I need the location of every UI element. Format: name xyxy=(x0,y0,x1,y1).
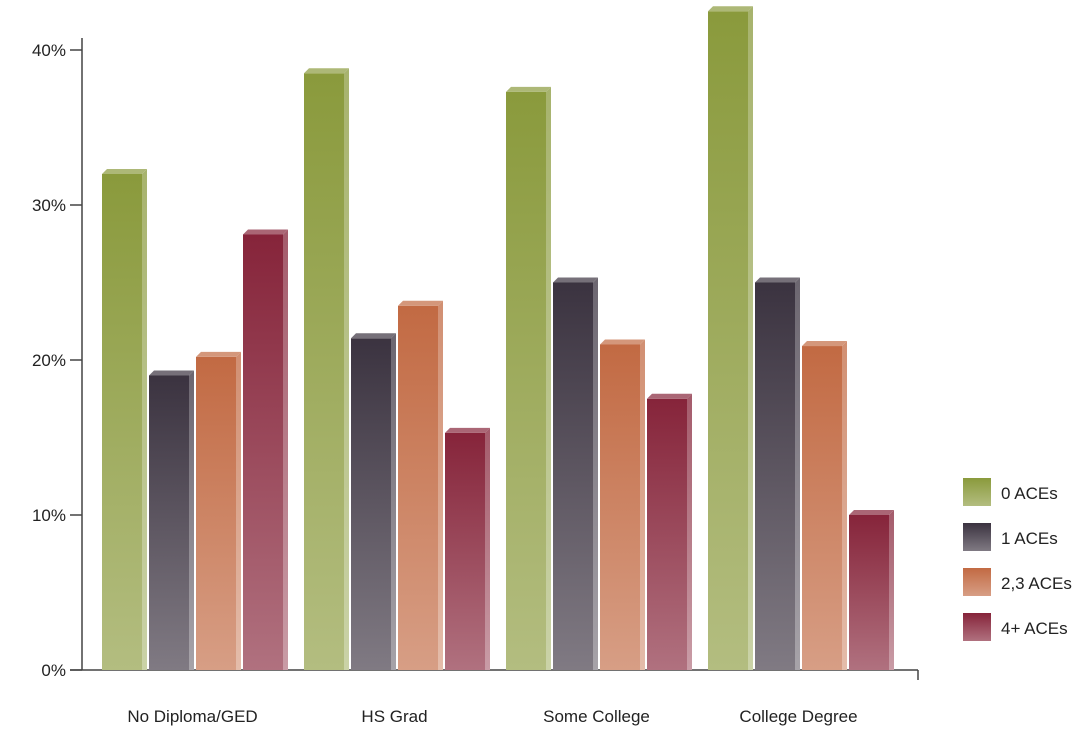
bar-0-aces xyxy=(708,6,753,670)
bar-side xyxy=(640,339,645,670)
bar-face xyxy=(149,375,189,670)
bar-top xyxy=(849,510,894,515)
bar-face xyxy=(600,344,640,670)
bar-side xyxy=(283,229,288,670)
bar-2-3-aces xyxy=(600,339,645,670)
bar-2-3-aces xyxy=(196,351,241,670)
bar-face xyxy=(849,515,889,670)
bar-top xyxy=(802,341,847,347)
bar-side xyxy=(344,68,349,670)
x-category-label: Some College xyxy=(543,707,650,726)
bar-face xyxy=(243,234,283,670)
bar-top xyxy=(647,393,692,399)
bar-4-aces xyxy=(849,510,894,670)
bar-face xyxy=(398,305,438,670)
bar-side xyxy=(593,277,598,670)
bar-4-aces xyxy=(243,229,288,670)
x-category-label: College Degree xyxy=(739,707,857,726)
bar-1-aces xyxy=(149,370,194,670)
bar-top xyxy=(398,300,443,306)
bar-side xyxy=(142,169,147,670)
bar-2-3-aces xyxy=(802,341,847,670)
y-ticks: 0% 10% 20% 30% 40% xyxy=(32,41,82,680)
bar-side xyxy=(748,6,753,670)
bar-face xyxy=(755,282,795,670)
bar-face xyxy=(304,73,344,670)
legend-label: 1 ACEs xyxy=(1001,529,1058,548)
bar-face xyxy=(506,91,546,671)
bar-side xyxy=(889,510,894,670)
legend: 0 ACEs 1 ACEs 2,3 ACEs 4+ ACEs xyxy=(963,478,1072,641)
bar-side xyxy=(189,370,194,670)
bar-top xyxy=(243,229,288,235)
bar-side xyxy=(842,341,847,670)
bar-face xyxy=(708,11,748,670)
legend-swatch xyxy=(963,523,991,551)
bar-face xyxy=(102,174,142,670)
bar-face xyxy=(445,432,485,670)
bar-side xyxy=(687,393,692,670)
bar-top xyxy=(351,333,396,339)
bar-2-3-aces xyxy=(398,300,443,670)
x-category-label: HS Grad xyxy=(361,707,427,726)
x-category-label: No Diploma/GED xyxy=(127,707,257,726)
legend-label: 2,3 ACEs xyxy=(1001,574,1072,593)
bar-1-aces xyxy=(755,277,800,670)
bar-side xyxy=(438,300,443,670)
bar-face xyxy=(802,346,842,670)
bar-top xyxy=(304,68,349,74)
y-tick-label: 10% xyxy=(32,506,66,525)
bar-side xyxy=(391,333,396,670)
legend-item-4-aces: 4+ ACEs xyxy=(963,613,1068,641)
bar-0-aces xyxy=(506,86,551,671)
bar-top xyxy=(600,339,645,345)
bar-top xyxy=(102,169,147,174)
bar-face xyxy=(196,356,236,670)
bar-face xyxy=(553,282,593,670)
bar-top xyxy=(553,277,598,283)
bars xyxy=(102,6,894,671)
bar-4-aces xyxy=(445,427,490,670)
bar-4-aces xyxy=(647,393,692,670)
legend-swatch xyxy=(963,568,991,596)
bar-top xyxy=(708,6,753,12)
y-tick-label: 20% xyxy=(32,351,66,370)
bar-0-aces xyxy=(102,169,147,670)
bar-face xyxy=(647,398,687,670)
legend-item-1-aces: 1 ACEs xyxy=(963,523,1058,551)
bar-face xyxy=(351,338,391,670)
legend-label: 0 ACEs xyxy=(1001,484,1058,503)
x-category-labels: No Diploma/GED HS Grad Some College College… xyxy=(127,707,857,726)
y-tick-label: 30% xyxy=(32,196,66,215)
bar-side xyxy=(485,427,490,670)
bar-side xyxy=(546,86,551,671)
bar-0-aces xyxy=(304,68,349,670)
legend-item-0-aces: 0 ACEs xyxy=(963,478,1058,506)
bar-top xyxy=(445,427,490,433)
y-tick-label: 0% xyxy=(41,661,66,680)
bar-1-aces xyxy=(351,333,396,670)
y-tick-label: 40% xyxy=(32,41,66,60)
bar-top xyxy=(149,370,194,376)
bar-1-aces xyxy=(553,277,598,670)
legend-swatch xyxy=(963,613,991,641)
legend-item-2-3-aces: 2,3 ACEs xyxy=(963,568,1072,596)
bar-side xyxy=(795,277,800,670)
legend-swatch xyxy=(963,478,991,506)
bar-top xyxy=(755,277,800,283)
bar-side xyxy=(236,351,241,670)
bar-top xyxy=(196,351,241,357)
bar-top xyxy=(506,86,551,92)
legend-label: 4+ ACEs xyxy=(1001,619,1068,638)
